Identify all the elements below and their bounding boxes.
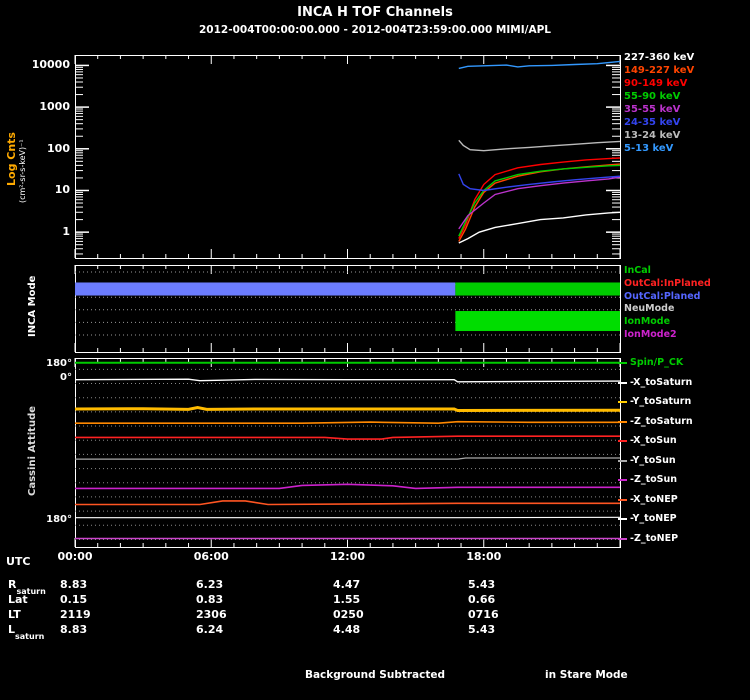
ephemeris-row-label: Rsaturn — [8, 578, 46, 597]
tof-legend-item: 13-24 keV — [624, 130, 681, 141]
utc-tick-label: 06:00 — [193, 550, 229, 563]
attitude-legend-marker — [618, 401, 627, 404]
panel-frame-0 — [75, 55, 621, 259]
tof-series-line — [458, 157, 621, 239]
page-subtitle: 2012-004T00:00:00.000 - 2012-004T23:59:0… — [199, 24, 551, 36]
mode-legend-item: InCal — [624, 265, 651, 276]
mode-legend-item: OutCal:Planed — [624, 290, 701, 302]
panel-frame-1 — [75, 265, 621, 353]
tof-ytick-label: 1 — [62, 225, 70, 239]
attitude-legend-marker — [618, 479, 627, 482]
tof-legend-item: 227-360 keV — [624, 52, 695, 63]
mode-legend-item: IonMode — [624, 316, 671, 328]
attitude-series-line — [74, 405, 621, 413]
attitude-legend-item: -X_toNEP — [630, 493, 678, 505]
attitude-series-line — [75, 500, 620, 506]
attitude-legend-item: -Y_toSaturn — [630, 396, 692, 408]
footer-stare-mode: in Stare Mode — [545, 669, 628, 681]
utc-tick-label: 12:00 — [329, 550, 365, 563]
tof-ytick-label: 1000 — [39, 100, 70, 114]
attitude-ytick-label: 180° — [46, 357, 72, 369]
tof-legend-item: 149-227 keV — [624, 65, 695, 76]
mode-bar — [455, 282, 620, 296]
attitude-axis-label: Cassini Attitude — [27, 405, 38, 496]
tof-legend-item: 55-90 keV — [624, 91, 681, 102]
attitude-series-line — [75, 435, 620, 440]
ephemeris-row-label: Lat — [8, 593, 28, 606]
utc-tick-label: 18:00 — [466, 550, 502, 563]
ephemeris-value: 6.24 — [196, 623, 224, 636]
tof-ytick-label: 10 — [54, 183, 70, 197]
tof-series-line — [458, 163, 621, 242]
mode-legend-item: IonMode2 — [624, 329, 677, 340]
attitude-legend-marker — [618, 362, 627, 364]
ephemeris-row-label: LT — [8, 608, 21, 621]
tof-series-line — [458, 139, 621, 152]
attitude-legend-marker — [618, 440, 627, 443]
ephemeris-value: 0.66 — [468, 593, 496, 606]
ephemeris-value: 0.15 — [60, 593, 88, 606]
ephemeris-value: 0716 — [468, 608, 499, 621]
tof-legend-item: 35-55 keV — [624, 104, 681, 115]
ephemeris-value: 6.23 — [196, 578, 224, 591]
attitude-legend-marker — [618, 420, 627, 423]
tof-ytick-label: 100 — [47, 141, 70, 155]
attitude-series-line — [74, 378, 621, 383]
tof-series-line — [458, 211, 621, 244]
ephemeris-value: 1.55 — [333, 593, 361, 606]
attitude-legend-marker — [618, 459, 627, 462]
ephemeris-value: 4.48 — [333, 623, 361, 636]
footer-background-subtracted: Background Subtracted — [304, 669, 446, 681]
attitude-series-line — [75, 457, 620, 460]
ephemeris-value: 2119 — [60, 608, 91, 621]
attitude-legend-item: -X_toSun — [630, 435, 677, 447]
tof-legend-item: 90-149 keV — [624, 78, 688, 89]
tof-y-axis-label: Log Cnts — [5, 132, 18, 186]
attitude-legend-item: -Z_toNEP — [630, 532, 679, 544]
ephemeris-value: 2306 — [196, 608, 227, 621]
tof-legend-item: 24-35 keV — [624, 117, 681, 128]
ephemeris-value: 5.43 — [468, 578, 496, 591]
tof-series-line — [458, 173, 621, 192]
mode-bar — [455, 311, 620, 332]
attitude-legend-marker — [618, 381, 627, 384]
ephemeris-value: 4.47 — [333, 578, 361, 591]
attitude-series-line — [75, 483, 620, 490]
tof-ytick-label: 10000 — [31, 58, 70, 72]
mode-bar — [75, 282, 456, 296]
ephemeris-value: 5.43 — [468, 623, 496, 636]
ephemeris-value: 8.83 — [60, 623, 88, 636]
utc-axis-label: UTC — [6, 555, 31, 568]
attitude-ytick-label: 0° — [60, 371, 72, 383]
attitude-legend-marker — [618, 498, 627, 501]
attitude-ytick-label: 180° — [46, 513, 72, 525]
attitude-legend-item: -X_toSaturn — [630, 376, 693, 388]
ephemeris-value: 0250 — [333, 608, 364, 621]
mode-legend-item: OutCal:InPlaned — [624, 277, 711, 289]
attitude-legend-item: -Y_toNEP — [630, 513, 677, 525]
mode-legend-item: NeuMode — [624, 303, 675, 315]
attitude-legend-item: -Y_toSun — [630, 454, 676, 466]
tof-series-line — [458, 60, 621, 70]
ephemeris-value: 8.83 — [60, 578, 88, 591]
attitude-series-line — [75, 420, 620, 425]
ephemeris-value: 0.83 — [196, 593, 224, 606]
tof-legend-item: 5-13 keV — [624, 143, 674, 154]
utc-tick-label: 00:00 — [57, 550, 93, 563]
attitude-legend-marker — [618, 518, 627, 521]
tof-series-line — [458, 164, 621, 237]
page-title: INCA H TOF Channels — [297, 5, 453, 20]
mode-axis-label: INCA Mode — [27, 275, 38, 337]
attitude-legend-item: -Z_toSun — [630, 474, 678, 486]
panel-frame-2 — [75, 358, 621, 548]
attitude-legend-marker — [618, 537, 627, 540]
attitude-legend-item: -Z_toSaturn — [630, 415, 693, 427]
tof-series-line — [458, 176, 621, 230]
ephemeris-row-label: Lsaturn — [8, 623, 45, 642]
attitude-legend-item: Spin/P_CK — [630, 357, 684, 368]
